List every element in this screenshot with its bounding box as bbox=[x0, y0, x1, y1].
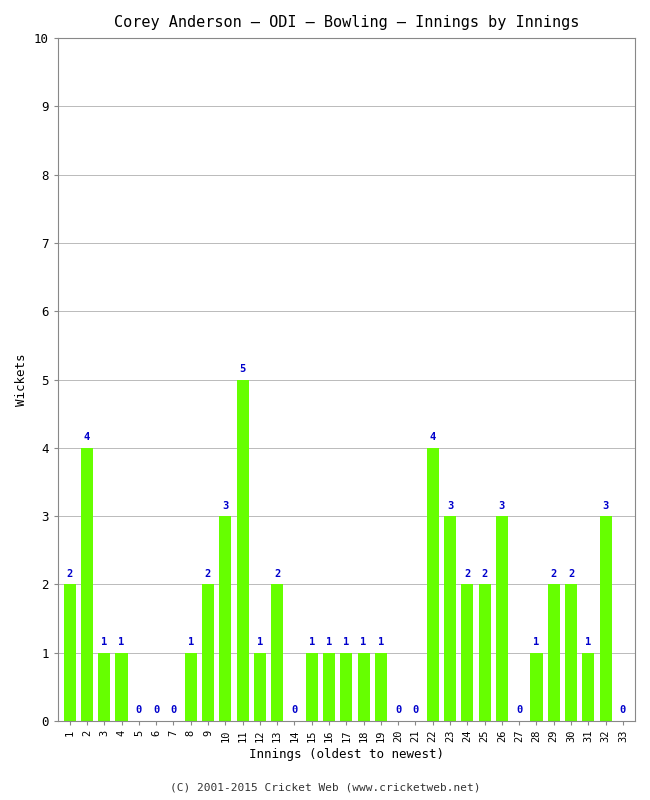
Text: 5: 5 bbox=[239, 364, 246, 374]
Text: 0: 0 bbox=[136, 706, 142, 715]
Bar bbox=[599, 516, 612, 721]
Text: 2: 2 bbox=[551, 569, 557, 579]
Bar bbox=[185, 653, 197, 721]
Text: 3: 3 bbox=[603, 501, 609, 510]
Bar bbox=[426, 448, 439, 721]
Text: 3: 3 bbox=[499, 501, 505, 510]
Text: 1: 1 bbox=[343, 637, 350, 647]
Text: 4: 4 bbox=[430, 432, 436, 442]
Y-axis label: Wickets: Wickets bbox=[15, 354, 28, 406]
Text: 1: 1 bbox=[534, 637, 540, 647]
Bar bbox=[81, 448, 93, 721]
Text: 2: 2 bbox=[568, 569, 574, 579]
Text: 2: 2 bbox=[205, 569, 211, 579]
Bar bbox=[478, 584, 491, 721]
Text: 1: 1 bbox=[585, 637, 592, 647]
Text: 1: 1 bbox=[118, 637, 125, 647]
Text: 3: 3 bbox=[447, 501, 453, 510]
Text: 0: 0 bbox=[619, 706, 626, 715]
Text: 4: 4 bbox=[84, 432, 90, 442]
Text: (C) 2001-2015 Cricket Web (www.cricketweb.net): (C) 2001-2015 Cricket Web (www.cricketwe… bbox=[170, 782, 480, 792]
Bar bbox=[358, 653, 370, 721]
Title: Corey Anderson – ODI – Bowling – Innings by Innings: Corey Anderson – ODI – Bowling – Innings… bbox=[114, 15, 579, 30]
Bar bbox=[306, 653, 318, 721]
Bar bbox=[530, 653, 543, 721]
Bar bbox=[98, 653, 110, 721]
Bar bbox=[462, 584, 473, 721]
Bar bbox=[323, 653, 335, 721]
Text: 0: 0 bbox=[516, 706, 523, 715]
Text: 0: 0 bbox=[395, 706, 401, 715]
Text: 0: 0 bbox=[170, 706, 177, 715]
Bar bbox=[254, 653, 266, 721]
Text: 1: 1 bbox=[257, 637, 263, 647]
Text: 1: 1 bbox=[361, 637, 367, 647]
Text: 3: 3 bbox=[222, 501, 228, 510]
Text: 2: 2 bbox=[66, 569, 73, 579]
Bar bbox=[548, 584, 560, 721]
Text: 0: 0 bbox=[291, 706, 298, 715]
Bar bbox=[237, 379, 248, 721]
Bar bbox=[582, 653, 594, 721]
Bar bbox=[340, 653, 352, 721]
Bar bbox=[219, 516, 231, 721]
Bar bbox=[496, 516, 508, 721]
Bar bbox=[202, 584, 214, 721]
Bar bbox=[116, 653, 127, 721]
Text: 2: 2 bbox=[274, 569, 280, 579]
Text: 2: 2 bbox=[464, 569, 471, 579]
Bar bbox=[271, 584, 283, 721]
X-axis label: Innings (oldest to newest): Innings (oldest to newest) bbox=[249, 748, 444, 761]
Text: 1: 1 bbox=[326, 637, 332, 647]
Bar bbox=[565, 584, 577, 721]
Bar bbox=[444, 516, 456, 721]
Text: 0: 0 bbox=[153, 706, 159, 715]
Bar bbox=[375, 653, 387, 721]
Text: 2: 2 bbox=[482, 569, 488, 579]
Text: 1: 1 bbox=[309, 637, 315, 647]
Text: 1: 1 bbox=[188, 637, 194, 647]
Text: 1: 1 bbox=[101, 637, 107, 647]
Bar bbox=[64, 584, 76, 721]
Text: 1: 1 bbox=[378, 637, 384, 647]
Text: 0: 0 bbox=[412, 706, 419, 715]
